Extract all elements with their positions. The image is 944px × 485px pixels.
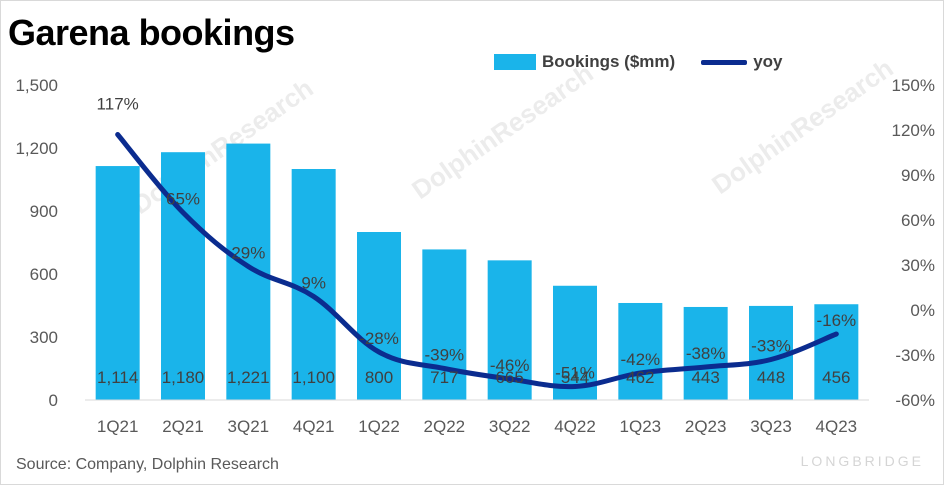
y-left-tick-label: 1,500 [15, 76, 58, 95]
axes-layer: 0 300 600 900 1,200 1,500 -60% -30% 0% 30% 60% 90% 1… [15, 76, 935, 436]
yoy-point [574, 386, 576, 387]
y-left-tick-label: 600 [30, 265, 58, 284]
x-tick-label: 1Q22 [358, 417, 400, 436]
y-right-tick-label: 90% [901, 166, 935, 185]
yoy-line-layer [115, 132, 839, 390]
yoy-data-label: -46% [490, 356, 530, 375]
x-tick-label: 3Q21 [228, 417, 270, 436]
yoy-point [639, 372, 641, 374]
yoy-point [247, 266, 249, 267]
x-tick-label: 2Q23 [685, 417, 727, 436]
y-right-tick-label: 60% [901, 211, 935, 230]
bar-data-label: 665 [495, 368, 523, 387]
bar [618, 302, 663, 400]
yoy-point [443, 368, 445, 369]
yoy-point [313, 296, 315, 297]
chart-title: Garena bookings [8, 12, 295, 53]
yoy-data-label: 29% [231, 244, 265, 263]
x-tick-label: 3Q23 [750, 417, 792, 436]
yoy-line [115, 132, 839, 390]
chart-legend: Bookings ($mm) yoy [494, 48, 782, 76]
yoy-data-label: -38% [686, 344, 726, 363]
yoy-data-label: -51% [555, 364, 595, 383]
bar-data-label: 443 [691, 368, 719, 387]
legend-bookings-swatch [494, 54, 536, 70]
y-left-tick-label: 1,200 [15, 139, 58, 158]
yoy-point [378, 351, 380, 353]
bar-data-label: 717 [430, 368, 458, 387]
brand-watermark: LONGBRIDGE [800, 453, 924, 469]
bar-data-label: 448 [757, 368, 785, 387]
yoy-point [835, 333, 837, 335]
y-left-tick-label: 300 [30, 328, 58, 347]
yoy-data-label: -39% [424, 346, 464, 365]
yoy-data-label: -16% [816, 311, 856, 330]
bar-data-label: 1,114 [97, 368, 138, 387]
x-tick-label: 4Q23 [816, 417, 858, 436]
y-right-tick-label: -60% [895, 391, 935, 410]
x-tick-label: 4Q22 [554, 417, 596, 436]
bar [814, 304, 859, 400]
bar-data-label: 800 [365, 368, 393, 387]
yoy-point [770, 359, 772, 360]
x-tick-label: 1Q21 [97, 417, 139, 436]
bar [95, 166, 140, 400]
yoy-data-label: -33% [751, 337, 791, 356]
bar-data-label: 1,180 [162, 368, 205, 387]
watermark-text: DolphinResearch [406, 58, 598, 205]
watermark-text: DolphinResearch [126, 73, 318, 220]
watermark-text: DolphinResearch [706, 53, 898, 200]
bar-data-label: 456 [822, 368, 850, 387]
y-right-tick-label: 30% [901, 256, 935, 275]
yoy-point [509, 378, 511, 380]
yoy-data-label: -28% [359, 329, 399, 348]
y-right-tick-label: 120% [892, 121, 935, 140]
yoy-data-label: 65% [166, 190, 200, 209]
labels-layer: 117% 65% 29% 9% -28% -39% -46% -51% -42% -38% -33%… [97, 95, 857, 388]
bar-data-label: 1,100 [292, 368, 335, 387]
yoy-data-label: -42% [620, 350, 660, 369]
x-tick-label: 2Q21 [162, 417, 204, 436]
y-left-tick-label: 900 [30, 202, 58, 221]
yoy-point [117, 134, 119, 135]
x-tick-label: 1Q23 [620, 417, 662, 436]
bar [226, 143, 271, 400]
bar [683, 306, 728, 400]
x-tick-label: 4Q21 [293, 417, 335, 436]
bar-data-label: 544 [561, 368, 589, 387]
y-right-tick-label: 150% [892, 76, 935, 95]
bar [553, 285, 597, 400]
yoy-data-label: 9% [301, 274, 326, 293]
bar-data-label: 462 [626, 368, 654, 387]
bar-data-label: 1,221 [227, 368, 270, 387]
bar [291, 169, 336, 400]
legend-yoy-label: yoy [753, 52, 783, 71]
x-tick-label: 2Q22 [424, 417, 466, 436]
x-tick-label: 3Q22 [489, 417, 531, 436]
y-left-tick-label: 0 [49, 391, 58, 410]
bar [357, 232, 401, 400]
yoy-point [705, 366, 707, 368]
y-right-tick-label: 0% [910, 301, 935, 320]
legend-yoy-swatch [701, 59, 748, 65]
y-right-tick-label: -30% [895, 346, 935, 365]
yoy-point [182, 212, 184, 213]
legend-bookings-label: Bookings ($mm) [542, 52, 676, 71]
source-note: Source: Company, Dolphin Research [16, 456, 279, 473]
bar [422, 249, 467, 400]
yoy-data-label: 117% [97, 95, 139, 114]
